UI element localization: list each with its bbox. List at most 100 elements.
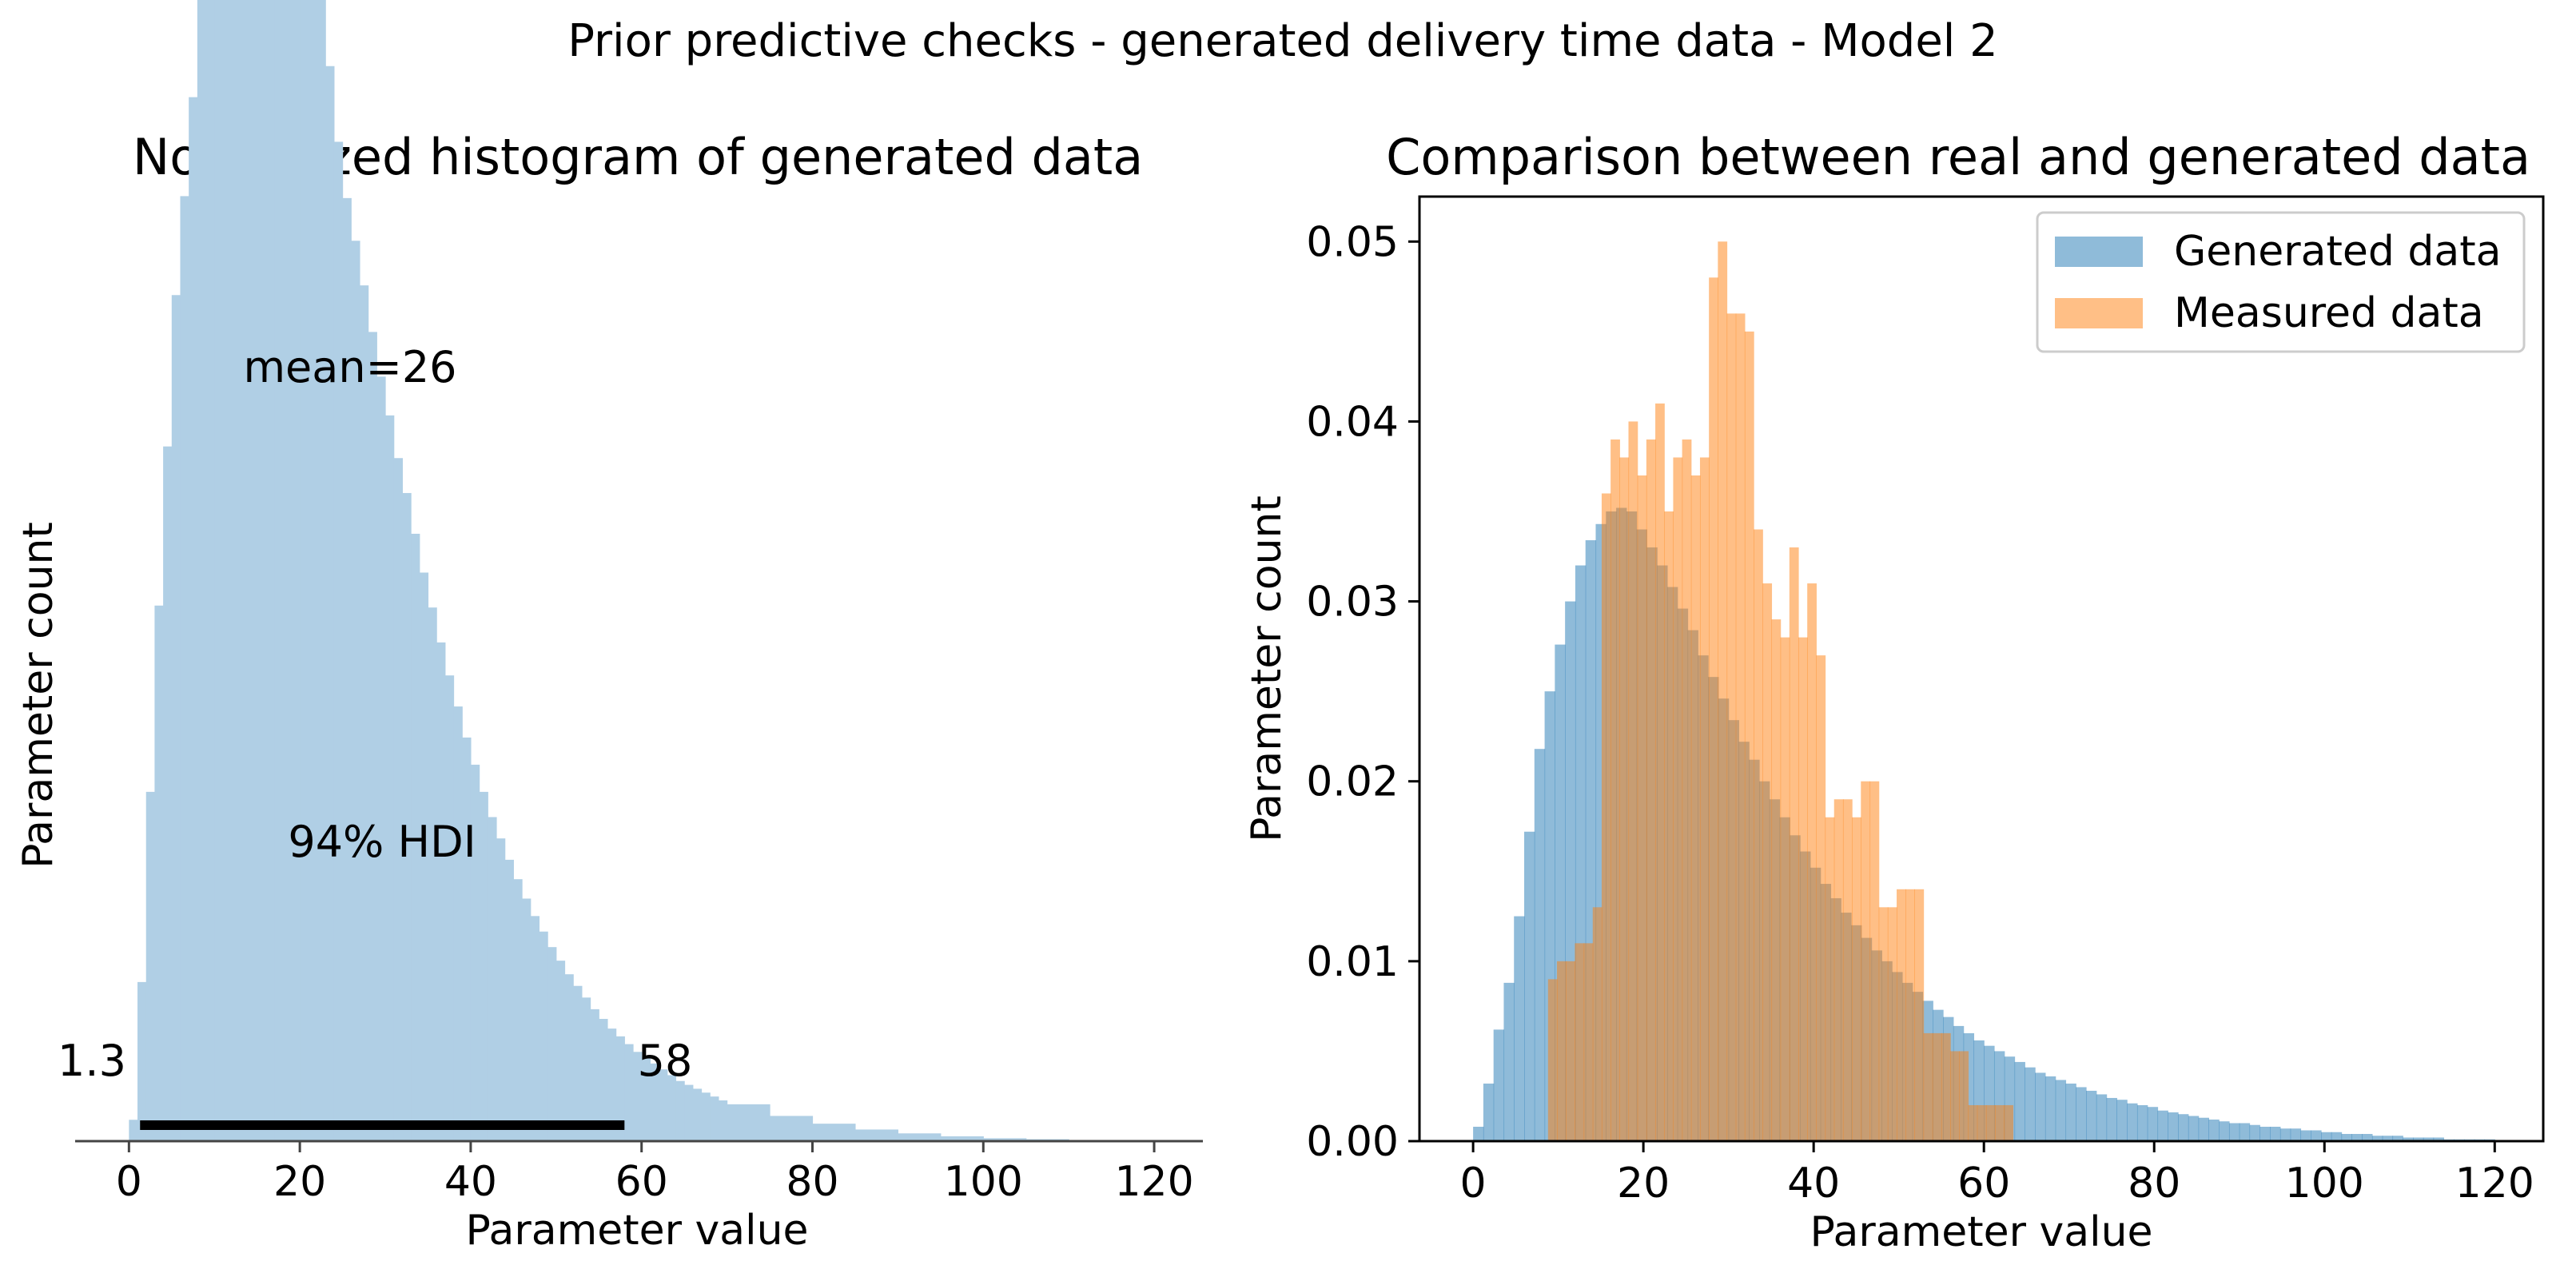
figure-suptitle: Prior predictive checks - generated deli… bbox=[567, 15, 1998, 67]
left-bar bbox=[564, 974, 574, 1141]
measured-bar bbox=[1842, 799, 1853, 1141]
left-bar bbox=[898, 1133, 942, 1141]
generated-bar bbox=[2279, 1128, 2291, 1141]
left-bar bbox=[359, 285, 369, 1142]
left-x-tick-label: 100 bbox=[944, 1158, 1023, 1206]
measured-bar bbox=[1959, 1051, 1969, 1141]
left-bar bbox=[641, 1057, 651, 1141]
left-bar bbox=[770, 1116, 814, 1141]
right-x-axis-label: Parameter value bbox=[1810, 1208, 2152, 1256]
generated-bar bbox=[2362, 1133, 2373, 1141]
right-y-tick-label: 0.04 bbox=[1306, 398, 1399, 446]
measured-bar bbox=[1673, 457, 1683, 1141]
left-bar bbox=[539, 931, 548, 1141]
measured-bar bbox=[1798, 637, 1808, 1141]
measured-bar bbox=[1655, 403, 1665, 1141]
left-bar bbox=[376, 376, 386, 1141]
measured-bar bbox=[1905, 889, 1915, 1141]
hdi-label: 94% HDI bbox=[288, 817, 476, 867]
legend: Generated data Measured data bbox=[2036, 211, 2526, 353]
left-bar bbox=[205, 0, 215, 1141]
generated-bar bbox=[1514, 916, 1525, 1141]
left-bar bbox=[171, 295, 181, 1141]
generated-bar bbox=[2270, 1126, 2281, 1141]
measured-bar bbox=[1637, 475, 1647, 1141]
generated-bar bbox=[2127, 1103, 2138, 1141]
left-bar bbox=[197, 0, 207, 1141]
left-bar bbox=[812, 1124, 856, 1141]
measured-bar bbox=[1575, 943, 1585, 1141]
left-bar bbox=[530, 916, 540, 1141]
left-bar bbox=[675, 1080, 685, 1141]
measured-bar bbox=[1914, 889, 1925, 1141]
generated-bar bbox=[2331, 1132, 2343, 1141]
left-bar bbox=[257, 0, 266, 1141]
left-bar bbox=[351, 241, 360, 1142]
right-y-axis-label: Parameter count bbox=[1243, 495, 1291, 842]
left-bar bbox=[411, 533, 420, 1141]
measured-bar bbox=[1833, 799, 1844, 1141]
generated-bar bbox=[2311, 1130, 2322, 1141]
left-bar bbox=[581, 997, 591, 1141]
measured-bar bbox=[1619, 457, 1630, 1141]
left-bar bbox=[240, 0, 249, 1142]
measured-bar bbox=[1878, 907, 1889, 1141]
measured-bar bbox=[1682, 439, 1692, 1141]
generated-bar bbox=[2320, 1132, 2332, 1141]
right-y-tick-label: 0.05 bbox=[1306, 218, 1399, 266]
left-bar bbox=[274, 0, 284, 1141]
left-bar bbox=[607, 1028, 617, 1141]
left-bar bbox=[615, 1036, 625, 1141]
generated-bar bbox=[2096, 1094, 2108, 1141]
left-bar bbox=[300, 0, 309, 1142]
right-x-tick-label: 40 bbox=[1787, 1160, 1840, 1207]
left-bar bbox=[462, 737, 472, 1141]
measured-bar bbox=[1932, 1032, 1942, 1141]
generated-bar bbox=[2136, 1104, 2148, 1141]
generated-bar bbox=[2239, 1123, 2251, 1141]
generated-bar bbox=[2403, 1137, 2414, 1141]
right-comparison-panel: Comparison between real and generated da… bbox=[1243, 128, 2545, 1256]
left-x-tick-label: 60 bbox=[615, 1158, 668, 1206]
measured-bar bbox=[1869, 781, 1880, 1141]
measured-bar bbox=[1789, 547, 1799, 1141]
left-bar bbox=[428, 607, 437, 1141]
right-x-tick-label: 80 bbox=[2128, 1160, 2180, 1207]
right-y-tick-label: 0.02 bbox=[1306, 758, 1399, 806]
measured-bar bbox=[1985, 1104, 1996, 1141]
measured-bar bbox=[1923, 1032, 1933, 1141]
left-bar bbox=[470, 764, 480, 1141]
generated-bar bbox=[2341, 1133, 2352, 1141]
left-bar bbox=[231, 0, 241, 1141]
right-chart-title: Comparison between real and generated da… bbox=[1386, 128, 2530, 186]
generated-bar bbox=[2147, 1107, 2159, 1141]
generated-bar bbox=[2025, 1067, 2036, 1141]
left-bar bbox=[385, 415, 395, 1141]
generated-bar bbox=[2433, 1137, 2444, 1141]
left-bar bbox=[684, 1084, 694, 1141]
generated-bar bbox=[2014, 1061, 2025, 1141]
generated-bar bbox=[2249, 1124, 2260, 1141]
measured-bar bbox=[1771, 619, 1782, 1141]
mean-label: mean=26 bbox=[243, 342, 456, 392]
left-bar bbox=[488, 817, 497, 1141]
generated-bar bbox=[2035, 1072, 2046, 1141]
generated-bar bbox=[2219, 1121, 2230, 1141]
left-bar bbox=[479, 791, 488, 1141]
legend-swatch-measured bbox=[2055, 298, 2143, 328]
measured-bar bbox=[1816, 655, 1826, 1141]
generated-bar bbox=[1503, 982, 1515, 1141]
measured-bar bbox=[1709, 277, 1718, 1141]
left-bar bbox=[496, 838, 506, 1141]
right-y-tick-label: 0.03 bbox=[1306, 579, 1399, 627]
left-bar bbox=[368, 332, 377, 1141]
measured-bar bbox=[1977, 1104, 1987, 1141]
generated-bar bbox=[1473, 1126, 1484, 1141]
measured-bar bbox=[1628, 421, 1638, 1141]
left-bar bbox=[940, 1136, 984, 1141]
measured-bar bbox=[1762, 583, 1773, 1141]
measured-bar bbox=[1646, 439, 1656, 1141]
left-bar bbox=[590, 1008, 599, 1141]
measured-bar bbox=[1825, 817, 1835, 1141]
generated-bar bbox=[2290, 1128, 2302, 1141]
